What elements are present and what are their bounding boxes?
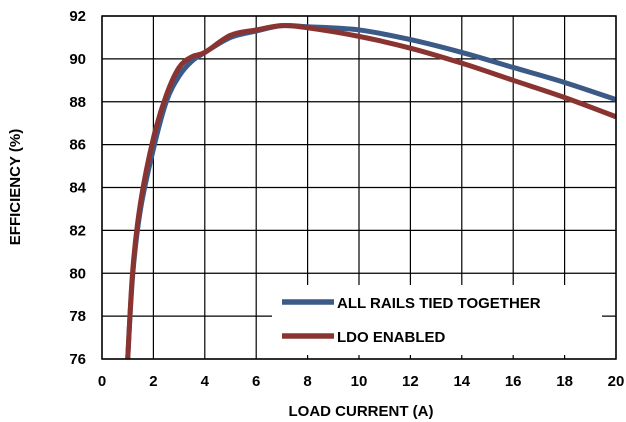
y-tick-label: 92	[69, 8, 86, 25]
plot-frame	[101, 15, 617, 360]
series-line-ldo-enabled	[125, 23, 617, 360]
x-tick-label: 14	[453, 373, 470, 390]
x-tick-label: 8	[303, 373, 311, 390]
y-axis-title: EFFICIENCY (%)	[7, 129, 24, 245]
y-tick-label: 82	[69, 222, 86, 239]
y-tick-label: 88	[69, 94, 86, 111]
x-tick-label: 6	[252, 373, 260, 390]
x-tick-label: 2	[149, 373, 157, 390]
y-tick-label: 84	[69, 180, 86, 197]
x-tick-label: 12	[402, 373, 419, 390]
y-tick-label: 90	[69, 51, 86, 68]
y-tick-label: 78	[69, 308, 86, 325]
x-tick-label: 0	[98, 373, 106, 390]
x-tick-label: 20	[608, 373, 625, 390]
x-tick-label: 10	[351, 373, 368, 390]
x-tick-label: 18	[556, 373, 573, 390]
legend-label-ldo-enabled: LDO ENABLED	[337, 329, 446, 346]
y-tick-label: 86	[69, 137, 86, 154]
x-axis-title: LOAD CURRENT (A)	[289, 403, 434, 420]
legend-box	[272, 285, 602, 355]
series-lines	[125, 22, 617, 360]
y-tick-label: 80	[69, 265, 86, 282]
legend-label-all-rails: ALL RAILS TIED TOGETHER	[337, 295, 541, 312]
y-tick-label: 76	[69, 351, 86, 368]
x-tick-label: 16	[505, 373, 522, 390]
tick-labels: 0 2 4 6 8 10 12 14 16 18 20 76 78 80 82 84 86 88 90 92	[69, 8, 624, 390]
x-tick-label: 4	[201, 373, 210, 390]
legend: ALL RAILS TIED TOGETHER LDO ENABLED	[272, 285, 602, 355]
